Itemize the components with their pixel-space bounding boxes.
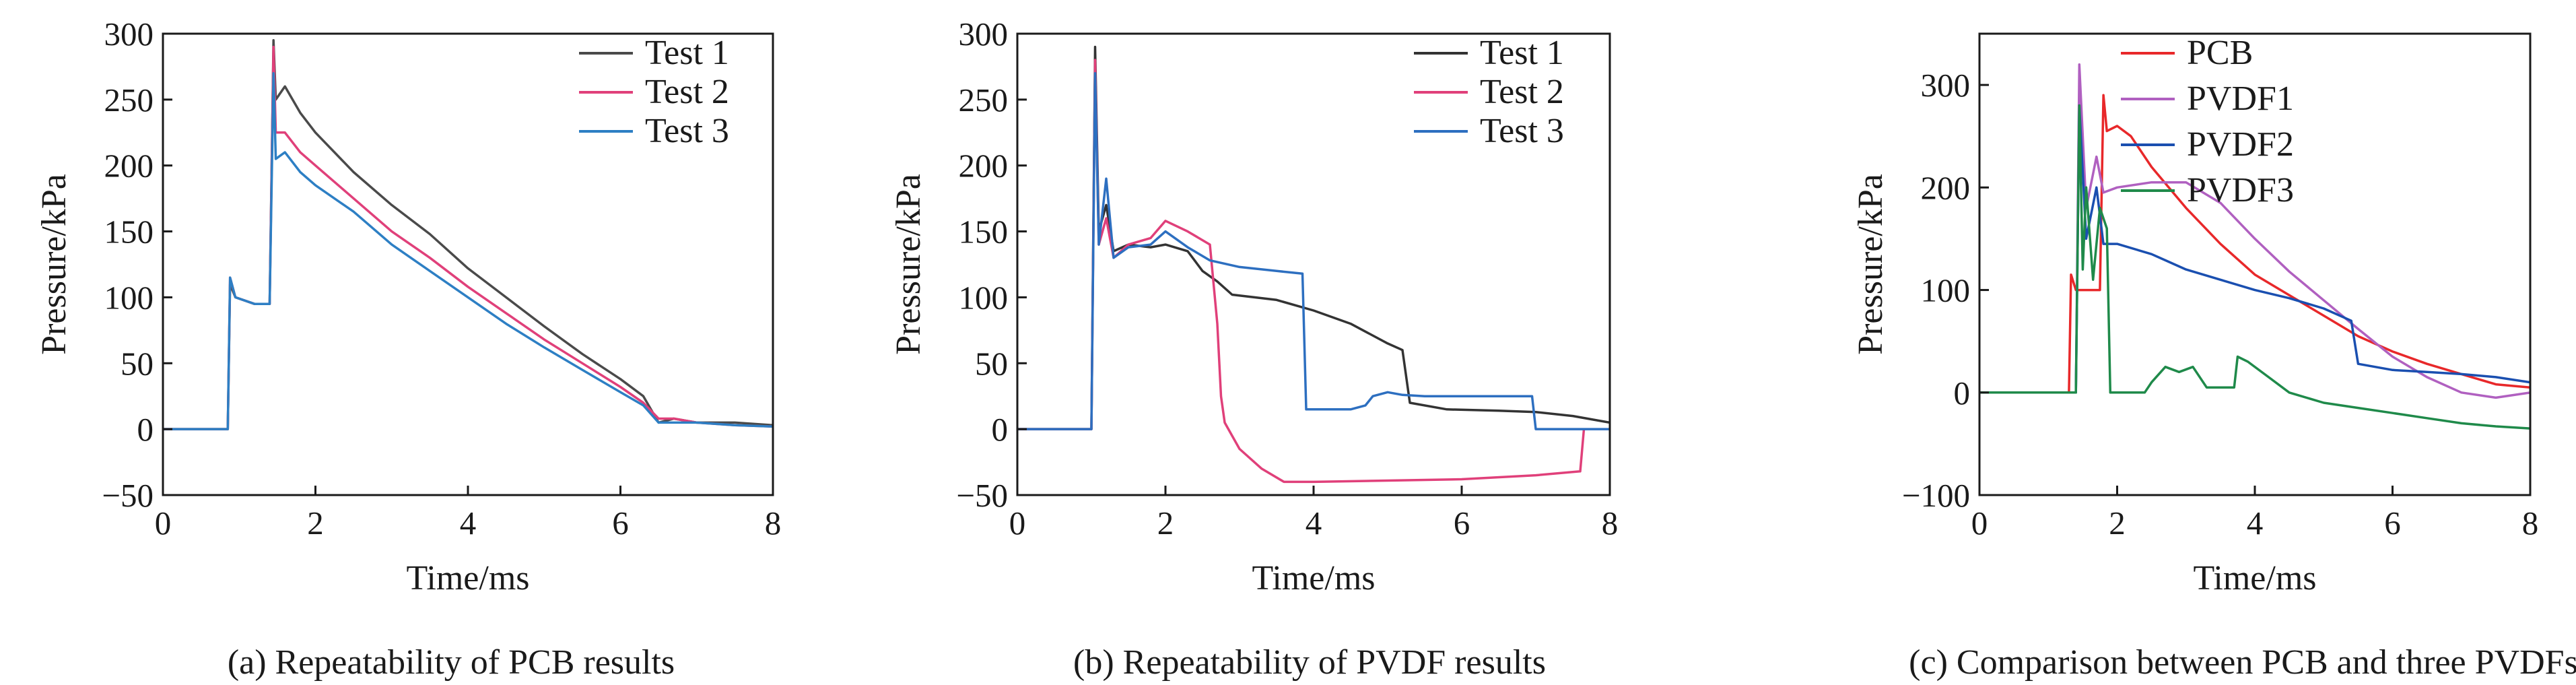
y-tick-label: 300 (1921, 67, 1971, 104)
y-tick-label: 50 (975, 345, 1008, 382)
y-tick-label: 150 (959, 214, 1009, 251)
chart-panel-1: 0 2 4 6 8−50050100150200250300Time/msPressur… (35, 15, 781, 682)
x-axis-label: Time/ms (2193, 559, 2316, 597)
chart-panel-2: 0 2 4 6 8−50050100150200250300Time/msPressur… (889, 15, 1618, 682)
x-axis-label: Time/ms (406, 559, 529, 597)
y-tick-label: −50 (102, 477, 154, 514)
series-line-pvdf3 (1979, 104, 2530, 430)
legend-entry: Test 3 (645, 112, 729, 150)
series-line-pcb (1979, 94, 2530, 394)
y-axis-label: Pressure/kPa (889, 174, 928, 355)
y-tick-label: 150 (104, 214, 154, 251)
y-tick-label: 50 (121, 345, 154, 382)
y-tick-label: 200 (104, 148, 154, 185)
legend-entry: Test 1 (645, 34, 729, 72)
x-tick-label: 0 (155, 504, 172, 542)
y-tick-label: 200 (959, 148, 1009, 185)
y-tick-label: 300 (959, 15, 1009, 53)
y-tick-label: 0 (1954, 374, 1971, 412)
x-tick-label: 6 (612, 504, 629, 542)
series-group (1017, 45, 1610, 484)
x-tick-label: 8 (765, 504, 782, 542)
y-axis-label: Pressure/kPa (1852, 174, 1890, 355)
chart-caption: (c) Comparison between PCB and three PVD… (1909, 643, 2576, 682)
x-tick-label: 6 (2384, 504, 2401, 542)
legend-entry: PVDF3 (2187, 171, 2294, 209)
x-tick-label: 4 (2247, 504, 2264, 542)
legend-entry: PVDF1 (2187, 79, 2294, 118)
chart-panel-3: 0 2 4 6 8−1000100200300Time/msPressure/kPaPC… (1852, 32, 2576, 682)
legend-entry: Test 3 (1480, 112, 1564, 150)
x-tick-label: 4 (1306, 504, 1322, 542)
y-tick-label: −50 (956, 477, 1008, 514)
x-tick-label: 4 (460, 504, 477, 542)
x-tick-label: 8 (1602, 504, 1619, 542)
legend-entry: Test 2 (645, 73, 729, 111)
chart-caption: (a) Repeatability of PCB results (228, 643, 675, 682)
chart-caption: (b) Repeatability of PVDF results (1073, 643, 1546, 682)
series-line-pvdf2 (1979, 104, 2530, 394)
y-tick-label: 100 (959, 279, 1009, 316)
x-tick-label: 2 (307, 504, 324, 542)
y-axis-label: Pressure/kPa (35, 174, 73, 355)
y-tick-label: 250 (959, 81, 1009, 119)
x-tick-label: 0 (1009, 504, 1026, 542)
y-tick-label: 0 (137, 411, 154, 448)
y-tick-label: 250 (104, 81, 154, 119)
y-tick-label: 0 (992, 411, 1009, 448)
series-group (163, 39, 773, 430)
legend-entry: PCB (2187, 34, 2253, 72)
y-tick-label: 100 (1921, 272, 1971, 309)
series-line-test-3 (163, 71, 773, 430)
x-tick-label: 8 (2522, 504, 2539, 542)
legend-entry: Test 1 (1480, 34, 1564, 72)
series-group (1979, 63, 2530, 430)
y-tick-label: 200 (1921, 169, 1971, 206)
legend-entry: PVDF2 (2187, 125, 2294, 164)
x-axis-label: Time/ms (1252, 559, 1375, 597)
legend-entry: Test 2 (1480, 73, 1564, 111)
y-tick-label: 300 (104, 15, 154, 53)
x-tick-label: 6 (1454, 504, 1470, 542)
x-tick-label: 2 (2109, 504, 2126, 542)
y-tick-label: −100 (1902, 477, 1970, 514)
series-line-test-2 (1017, 59, 1586, 484)
y-tick-label: 100 (104, 279, 154, 316)
x-tick-label: 0 (1971, 504, 1988, 542)
series-line-test-1 (1017, 45, 1610, 430)
x-tick-label: 2 (1157, 504, 1174, 542)
series-line-test-3 (1017, 71, 1610, 430)
